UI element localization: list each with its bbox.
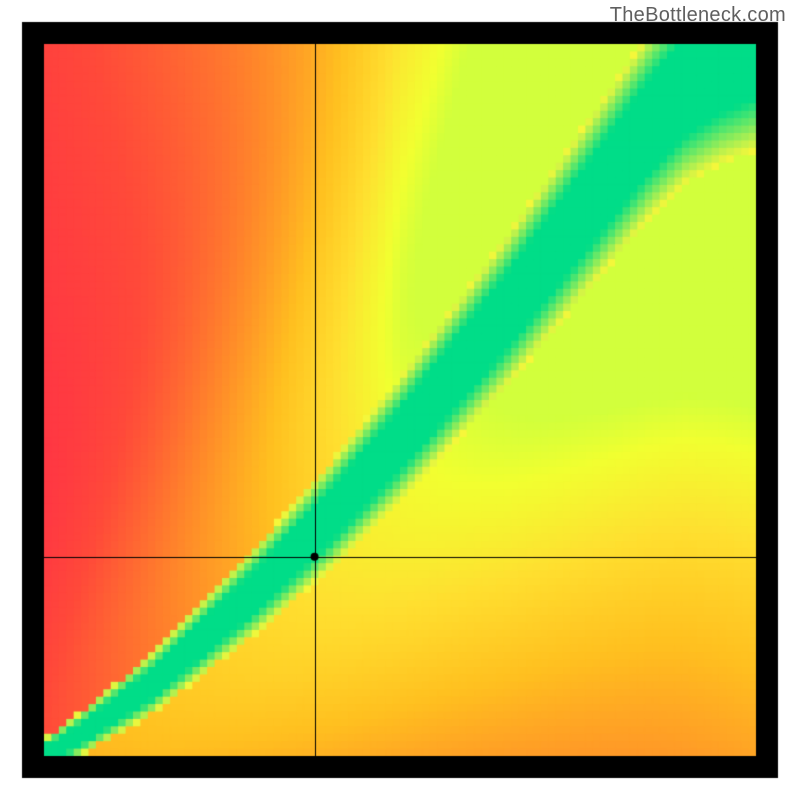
figure-container: TheBottleneck.com <box>0 0 800 800</box>
bottleneck-heatmap <box>0 0 800 800</box>
watermark-text: TheBottleneck.com <box>610 4 786 27</box>
